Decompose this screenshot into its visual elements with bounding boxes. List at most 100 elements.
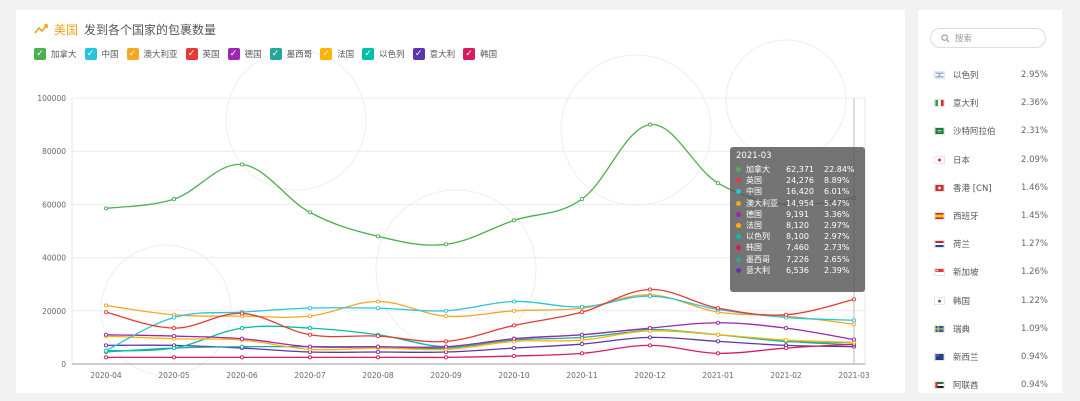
legend-item[interactable]: ✓ 以色列 bbox=[362, 48, 405, 60]
ranking-row[interactable]: 西班牙 1.45% bbox=[918, 202, 1062, 230]
x-tick-label: 2020-08 bbox=[362, 371, 394, 380]
ranking-row[interactable]: 日本 2.09% bbox=[918, 146, 1062, 174]
checkbox-icon[interactable]: ✓ bbox=[227, 48, 240, 60]
search-box[interactable]: 搜索 bbox=[930, 28, 1046, 48]
checkbox-icon[interactable]: ✓ bbox=[269, 48, 282, 60]
x-tick-label: 2020-11 bbox=[566, 371, 598, 380]
ranking-country-name: 韩国 bbox=[953, 296, 971, 307]
checkbox-icon[interactable]: ✓ bbox=[126, 48, 139, 60]
legend-item[interactable]: ✓ 墨西哥 bbox=[269, 48, 312, 60]
ranking-row[interactable]: 意大利 2.36% bbox=[918, 89, 1062, 117]
y-tick-label: 60000 bbox=[42, 200, 66, 209]
x-tick-label: 2021-02 bbox=[770, 371, 802, 380]
data-point bbox=[239, 355, 245, 360]
x-tick-label: 2020-04 bbox=[90, 371, 122, 380]
ranking-percent: 0.94% bbox=[1020, 380, 1048, 391]
checkbox-icon[interactable]: ✓ bbox=[185, 48, 198, 60]
data-point bbox=[783, 345, 789, 351]
legend-item[interactable]: ✓ 澳大利亚 bbox=[126, 48, 178, 60]
ranking-country-name: 香港 [CN] bbox=[953, 183, 992, 194]
legend-item[interactable]: ✓ 意大利 bbox=[412, 48, 456, 60]
ranking-row[interactable]: 瑞典 1.09% bbox=[918, 315, 1062, 343]
data-point bbox=[783, 338, 789, 343]
uae-flag-icon bbox=[934, 381, 945, 390]
checkbox-icon[interactable]: ✓ bbox=[463, 48, 476, 60]
data-point bbox=[783, 312, 789, 317]
saudi-arabia-flag-icon bbox=[934, 127, 945, 136]
series-dot-icon bbox=[736, 200, 741, 206]
data-point bbox=[647, 287, 653, 292]
legend-item[interactable]: ✓ 德国 bbox=[227, 48, 262, 60]
series-line bbox=[105, 288, 855, 343]
data-point bbox=[511, 345, 517, 351]
ranking-row[interactable]: 新西兰 0.94% bbox=[918, 343, 1062, 371]
data-point bbox=[579, 304, 585, 309]
series-dot-icon bbox=[736, 256, 741, 262]
data-point bbox=[511, 308, 517, 313]
search-input[interactable]: 搜索 bbox=[955, 34, 973, 44]
series-dot-icon bbox=[736, 245, 741, 251]
ranking-percent: 0.94% bbox=[1020, 351, 1048, 362]
checkbox-icon[interactable]: ✓ bbox=[412, 48, 425, 60]
x-tick-label: 2020-05 bbox=[158, 371, 190, 380]
checkbox-icon[interactable]: ✓ bbox=[320, 48, 333, 60]
ranking-row[interactable]: 新加坡 1.26% bbox=[918, 258, 1062, 286]
data-point bbox=[715, 320, 721, 325]
data-point bbox=[715, 181, 721, 186]
data-point bbox=[579, 197, 585, 202]
hong-kong-flag-icon bbox=[934, 183, 945, 192]
tooltip-value: 8,120 bbox=[786, 221, 809, 231]
ranking-percent: 2.95% bbox=[1020, 70, 1048, 81]
ranking-row[interactable]: 荷兰 1.27% bbox=[918, 230, 1062, 258]
data-point bbox=[307, 306, 313, 311]
new-zealand-flag-icon bbox=[934, 352, 945, 361]
x-tick-label: 2021-01 bbox=[702, 371, 734, 380]
ranking-country-name: 以色列 bbox=[953, 71, 979, 82]
tooltip-series-name: 墨西哥 bbox=[746, 254, 770, 264]
x-tick-label: 2020-07 bbox=[294, 371, 326, 380]
legend-item[interactable]: ✓ 中国 bbox=[84, 48, 119, 60]
tooltip-series-name: 加拿大 bbox=[746, 165, 770, 175]
ranking-row[interactable]: 阿联酋 0.94% bbox=[918, 371, 1062, 393]
data-point bbox=[307, 344, 313, 349]
tooltip-value: 7,460 bbox=[786, 243, 809, 253]
data-point bbox=[579, 338, 585, 343]
data-point bbox=[647, 294, 653, 299]
data-point bbox=[375, 299, 381, 304]
x-tick-label: 2020-06 bbox=[226, 371, 258, 380]
ranking-list: 以色列 2.95% 意大利 2.36% 沙特阿拉伯 2.31% 日本 2.09% 香港 [CN]… bbox=[918, 61, 1062, 393]
data-point bbox=[851, 297, 857, 302]
singapore-flag-icon bbox=[934, 268, 945, 277]
ranking-percent: 2.31% bbox=[1020, 126, 1048, 137]
series-line bbox=[105, 336, 855, 353]
checkbox-icon[interactable]: ✓ bbox=[34, 48, 46, 60]
series-line bbox=[105, 295, 855, 352]
netherlands-flag-icon bbox=[934, 240, 945, 249]
data-point bbox=[851, 322, 857, 327]
data-point bbox=[239, 326, 245, 331]
data-point bbox=[783, 326, 789, 331]
checkbox-icon[interactable]: ✓ bbox=[362, 48, 375, 60]
data-point bbox=[239, 311, 245, 316]
legend-label: 加拿大 bbox=[51, 50, 77, 60]
data-point bbox=[579, 310, 585, 315]
series-line bbox=[105, 322, 855, 348]
legend-item[interactable]: ✓ 加拿大 bbox=[34, 48, 77, 60]
ranking-percent: 1.09% bbox=[1020, 323, 1048, 334]
legend-label: 德国 bbox=[244, 50, 262, 60]
checkbox-icon[interactable]: ✓ bbox=[84, 48, 97, 60]
ranking-row[interactable]: 香港 [CN] 1.46% bbox=[918, 174, 1062, 202]
data-point bbox=[511, 323, 517, 328]
data-point bbox=[443, 355, 449, 360]
legend-label: 意大利 bbox=[429, 50, 456, 60]
ranking-row[interactable]: 以色列 2.95% bbox=[918, 61, 1062, 89]
ranking-row[interactable]: 韩国 1.22% bbox=[918, 287, 1062, 315]
ranking-row[interactable]: 沙特阿拉伯 2.31% bbox=[918, 117, 1062, 145]
japan-flag-icon bbox=[934, 155, 945, 164]
tooltip-row: 加拿大 62,371 22.84% bbox=[736, 164, 859, 175]
data-point bbox=[511, 218, 517, 223]
x-tick-label: 2020-09 bbox=[430, 371, 462, 380]
legend-item[interactable]: ✓ 英国 bbox=[185, 48, 220, 60]
legend-item[interactable]: ✓ 法国 bbox=[320, 48, 354, 60]
legend-item[interactable]: ✓ 韩国 bbox=[463, 48, 497, 60]
